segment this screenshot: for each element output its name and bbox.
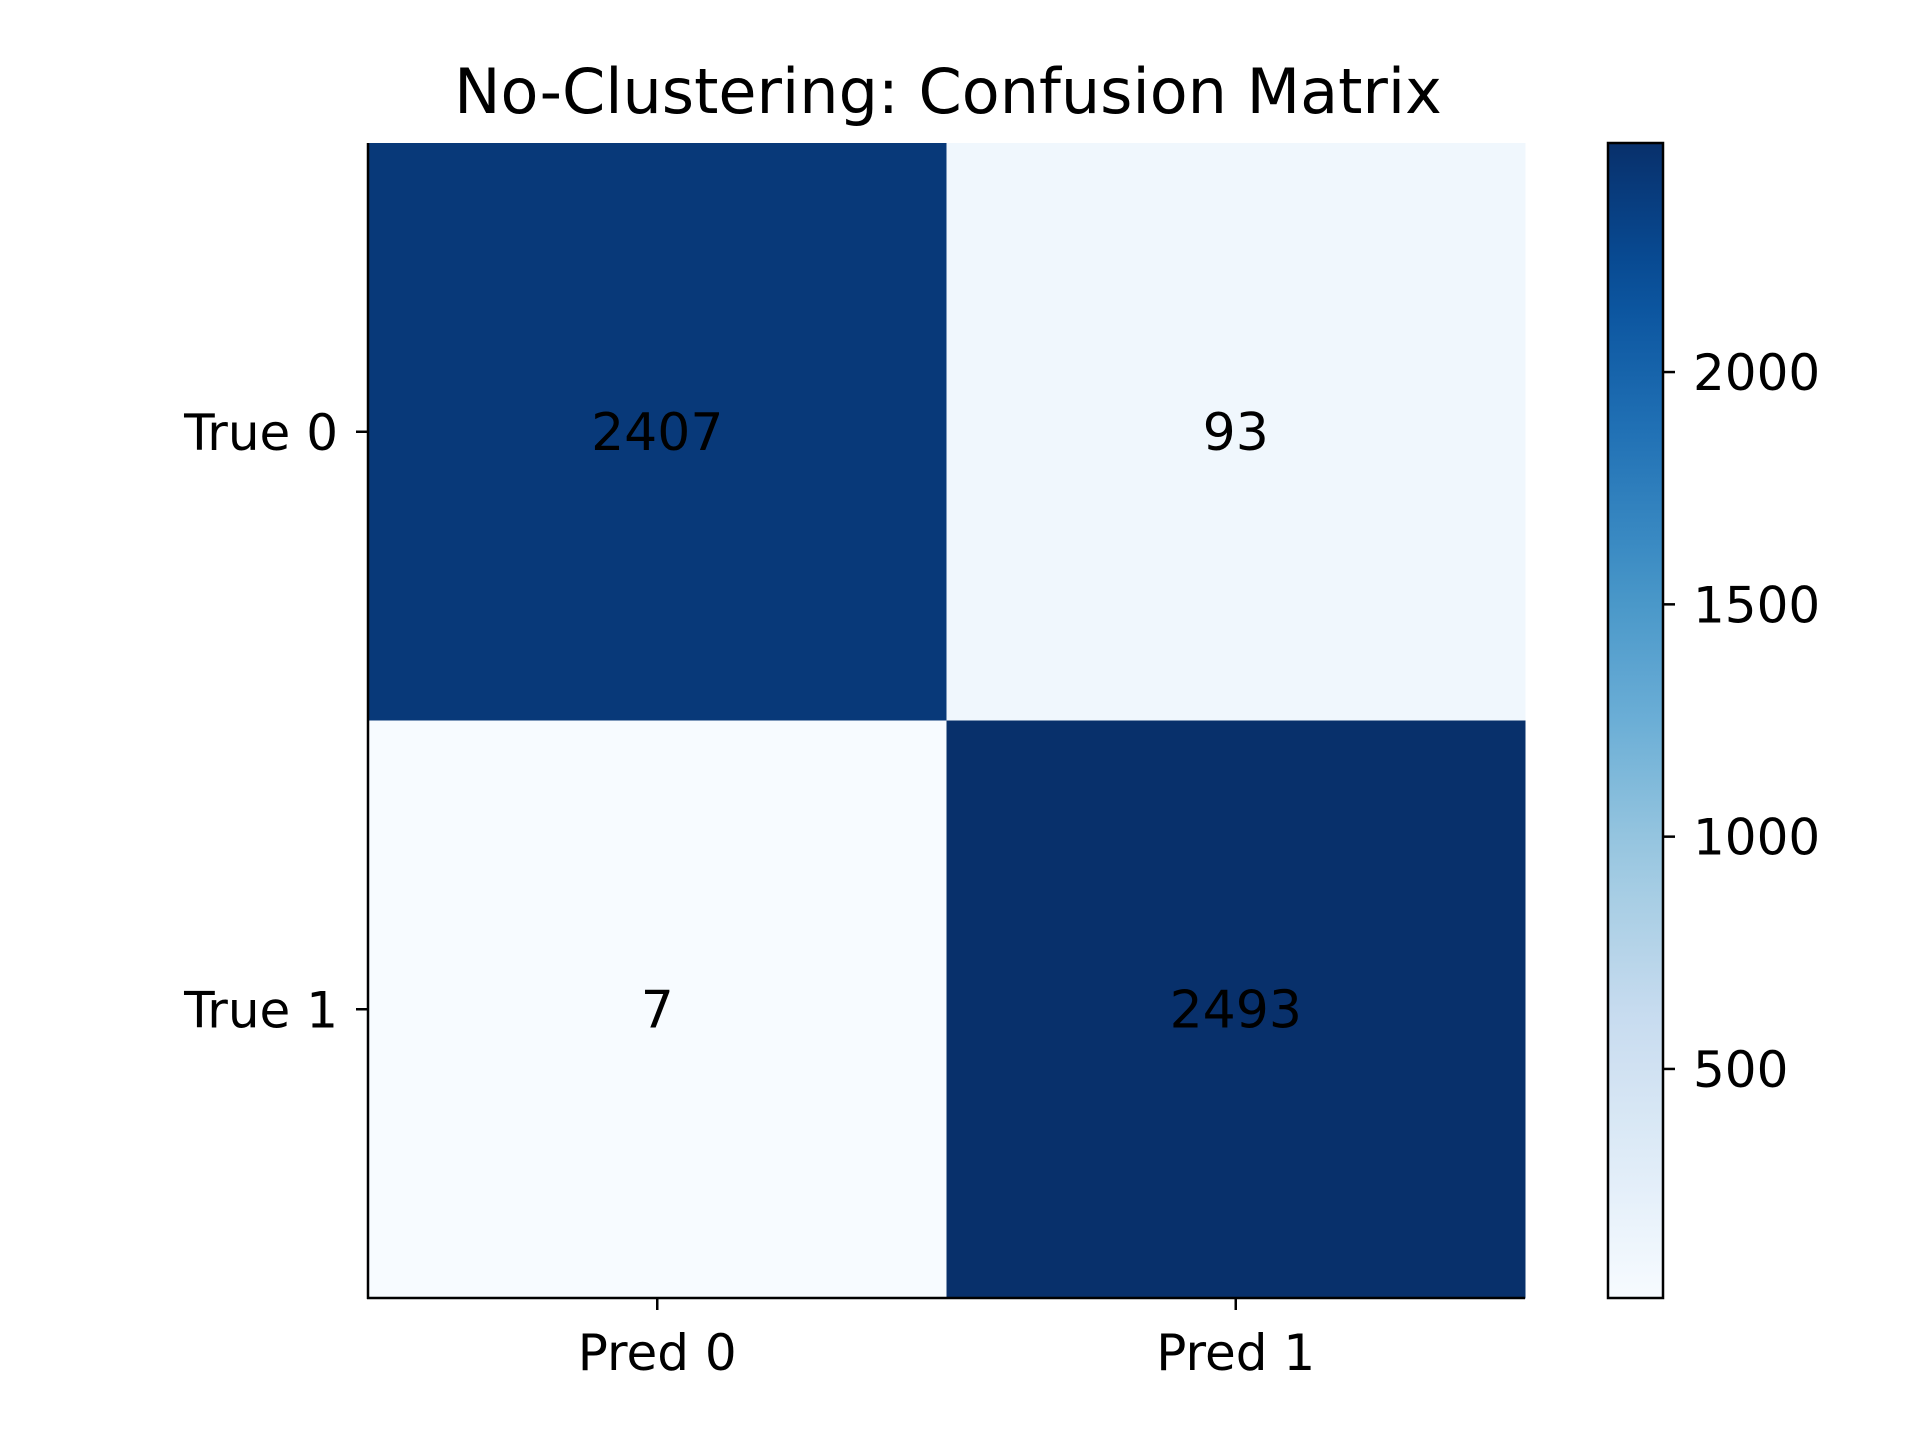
heatmap-cells: 2407 93 7 2493 bbox=[368, 143, 1526, 1299]
axes: True 0 True 1 Pred 0 Pred 1 bbox=[183, 143, 1525, 1382]
heatmap-cell bbox=[946, 143, 1526, 721]
colorbar: 500 1000 1500 2000 bbox=[1606, 141, 1820, 1300]
colorbar-frame bbox=[1606, 141, 1665, 1300]
y-tick-label: True 1 bbox=[183, 981, 338, 1039]
colorbar-tick-label: 2000 bbox=[1693, 344, 1820, 402]
heatmap-cell bbox=[368, 143, 947, 721]
cell-value-label: 2493 bbox=[1170, 980, 1302, 1040]
colorbar-tick-label: 500 bbox=[1693, 1041, 1788, 1099]
heatmap-cell bbox=[368, 720, 947, 1299]
x-tick-label: Pred 0 bbox=[578, 1324, 737, 1382]
cell-value-label: 2407 bbox=[591, 403, 723, 463]
cell-value-label: 7 bbox=[641, 980, 674, 1040]
chart-title: No-Clustering: Confusion Matrix bbox=[454, 55, 1442, 128]
x-tick-label: Pred 1 bbox=[1156, 1324, 1315, 1382]
heatmap-cell bbox=[946, 720, 1526, 1299]
cell-value-label: 93 bbox=[1203, 403, 1269, 463]
y-tick-label: True 0 bbox=[183, 404, 338, 462]
colorbar-tick-label: 1500 bbox=[1693, 576, 1820, 634]
colorbar-tick-label: 1000 bbox=[1693, 809, 1820, 867]
colorbar-gradient bbox=[1608, 143, 1663, 1298]
